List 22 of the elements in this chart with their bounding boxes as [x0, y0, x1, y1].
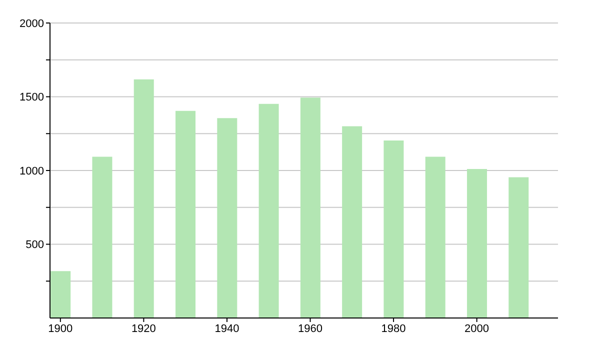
bar: [217, 118, 238, 318]
bar: [134, 79, 154, 318]
y-tick-label: 1000: [20, 165, 44, 178]
x-tick-label: 1960: [298, 322, 322, 335]
bar: [384, 140, 404, 318]
x-tick-label: 1940: [214, 322, 240, 335]
bar: [342, 126, 362, 318]
y-tick-label: 2000: [20, 18, 44, 30]
x-tick-label: 1980: [381, 322, 406, 335]
bar: [258, 104, 279, 318]
bar: [508, 177, 529, 318]
bar: [50, 271, 71, 318]
bar: [425, 156, 446, 318]
bar: [300, 98, 320, 318]
x-tick-label: 2000: [464, 322, 490, 335]
x-tick-label: 1920: [131, 322, 156, 335]
bar: [92, 156, 112, 318]
y-tick-label: 500: [26, 239, 44, 252]
x-tick-label: 1900: [48, 322, 73, 335]
bar: [176, 110, 196, 318]
y-tick-label: 1500: [20, 92, 44, 104]
bar: [466, 169, 487, 318]
